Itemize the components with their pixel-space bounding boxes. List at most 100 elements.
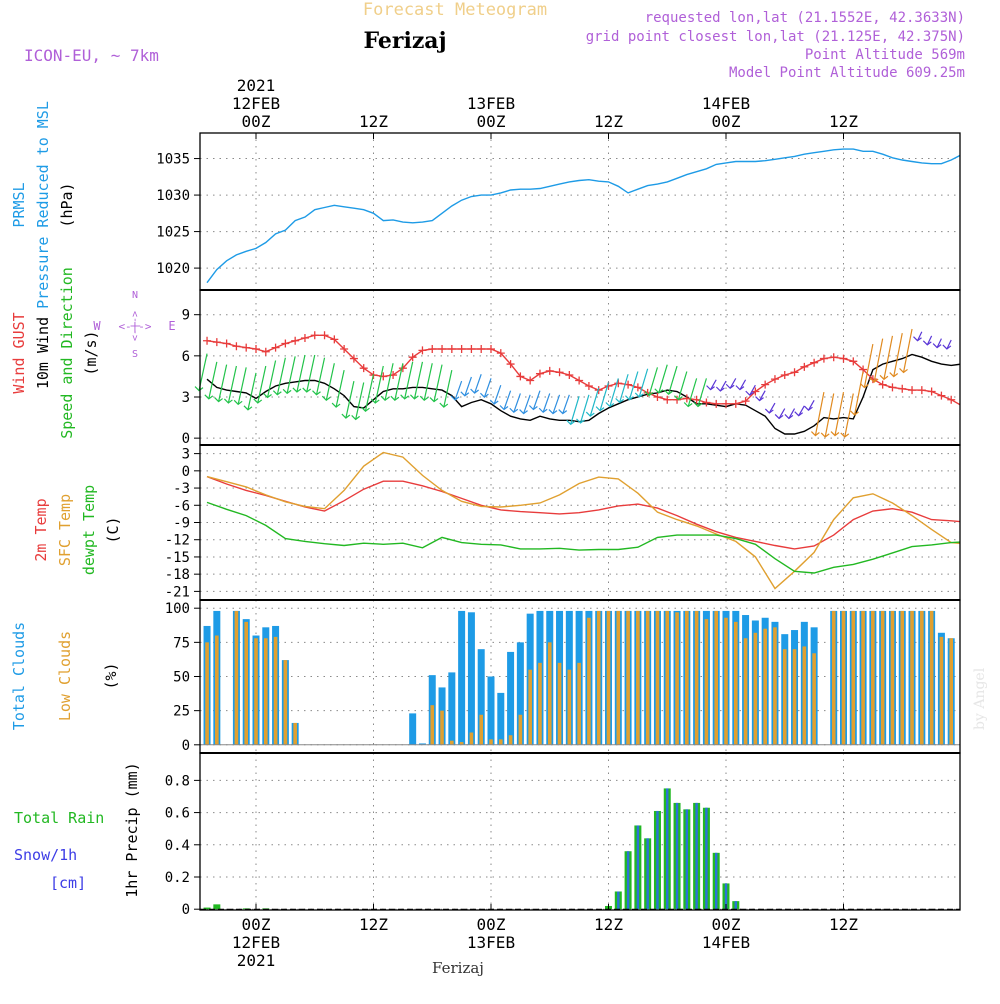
cloud-bar-low xyxy=(254,638,258,745)
time-tick-label-bottom: 12FEB xyxy=(232,933,280,952)
gust-marker xyxy=(310,331,319,340)
wind-arrow xyxy=(247,372,257,410)
series-line-sfc-temp xyxy=(206,451,960,590)
wind-arrow-head xyxy=(538,407,548,414)
cloud-bar-total xyxy=(497,692,505,745)
gust-marker xyxy=(291,336,300,345)
wind-arrow-head xyxy=(615,397,625,404)
y-tick-label: 1035 xyxy=(156,152,190,168)
wind-arrow-head xyxy=(715,386,725,392)
panel-frame xyxy=(199,752,961,911)
gust-marker xyxy=(927,387,936,396)
cloud-bar-low xyxy=(704,619,709,745)
wind-arrow xyxy=(542,393,551,413)
cloud-bar-low xyxy=(920,610,924,745)
wind-arrow-head xyxy=(764,408,774,414)
gust-marker xyxy=(633,383,642,392)
cloud-bar-low xyxy=(724,617,728,745)
wind-arrow xyxy=(345,380,355,419)
wind-arrow xyxy=(227,365,238,404)
gust-marker xyxy=(908,386,917,395)
gust-marker xyxy=(252,344,260,353)
cloud-bar-low xyxy=(939,636,944,745)
cloud-bar-low xyxy=(283,660,288,745)
gust-marker xyxy=(506,360,515,369)
compass-w: W xyxy=(93,319,101,333)
wind-arrow xyxy=(454,380,463,401)
compass-horizontal: <-|-> xyxy=(118,320,151,333)
wind-arrow xyxy=(562,394,570,414)
cloud-bar-low xyxy=(205,642,209,745)
wind-arrow-head xyxy=(576,418,585,424)
wind-arrow-head xyxy=(194,386,204,392)
wind-arrow-head xyxy=(735,385,745,391)
gust-marker xyxy=(917,386,926,395)
wind-arrow-head xyxy=(942,344,952,350)
wind-arrow xyxy=(798,405,805,416)
cloud-bar-low xyxy=(733,621,738,745)
cloud-bar-low xyxy=(782,649,787,745)
gust-marker xyxy=(330,335,339,344)
gust-marker xyxy=(947,395,956,404)
wind-arrow xyxy=(208,361,218,399)
requested-coords: requested lon,lat (21.1552E, 42.3633N) xyxy=(645,10,965,26)
wind-arrow-head xyxy=(499,405,509,411)
gust-marker xyxy=(487,344,495,353)
cloud-bar-low xyxy=(479,714,484,745)
gust-marker xyxy=(682,394,691,403)
cloud-bar-low xyxy=(949,638,954,745)
cloud-bar-low xyxy=(430,705,435,745)
panel-label-wind: Wind GUST xyxy=(10,312,28,393)
panel-label-temp: dewpt Temp xyxy=(80,485,98,575)
time-tick-label-top: 12Z xyxy=(829,112,858,131)
wind-arrow-head xyxy=(913,336,922,342)
panel-label-wind: 10m Wind xyxy=(34,317,52,389)
gust-marker xyxy=(526,376,535,385)
cloud-bar-low xyxy=(714,610,719,745)
cloud-bar-total xyxy=(409,713,417,745)
panel-label-pressure: PRMSL xyxy=(10,182,28,227)
cloud-bar-low xyxy=(557,662,562,745)
wind-arrow-head xyxy=(664,389,673,395)
wind-arrow xyxy=(778,408,786,419)
wind-arrow-head xyxy=(528,405,538,411)
cloud-bar-low xyxy=(753,632,758,745)
time-tick-label-bottom: 13FEB xyxy=(467,933,515,952)
time-tick-label-bottom: 00Z xyxy=(242,915,271,934)
wind-arrow-head xyxy=(272,390,282,396)
plot-area xyxy=(194,148,960,910)
gust-marker xyxy=(261,347,270,356)
cloud-bar-total xyxy=(477,649,485,745)
rain-bar xyxy=(213,904,221,910)
wind-arrow xyxy=(306,354,316,393)
gust-marker xyxy=(418,346,427,355)
wind-arrow xyxy=(807,400,815,411)
model-label: ICON-EU, ~ 7km xyxy=(24,46,159,65)
cloud-bar-low xyxy=(831,610,836,745)
cloud-bar-total xyxy=(458,610,466,745)
wind-arrow xyxy=(719,380,727,392)
cloud-bar-low xyxy=(244,621,249,745)
wind-arrow xyxy=(834,391,845,436)
gust-marker xyxy=(496,349,505,358)
gust-marker xyxy=(457,344,466,353)
series-line-2m-temp xyxy=(206,475,960,550)
snow-bar xyxy=(656,810,659,910)
gust-marker xyxy=(438,344,447,353)
y-tick-label: -18 xyxy=(165,567,190,583)
wind-arrow-head xyxy=(784,414,794,420)
gust-marker xyxy=(614,379,623,388)
wind-arrow xyxy=(739,379,747,390)
snow-bar xyxy=(675,802,679,910)
cloud-bar-low xyxy=(900,610,905,745)
cloud-bar-low xyxy=(685,610,689,745)
label-total-rain: Total Rain xyxy=(14,809,104,827)
snow-bar xyxy=(695,802,698,910)
gust-marker xyxy=(212,338,221,347)
time-tick-label-top: 12FEB xyxy=(232,94,280,113)
cloud-bar-low xyxy=(763,628,767,745)
panel-label-pressure: (hPa) xyxy=(58,182,76,227)
gust-marker xyxy=(516,372,525,381)
wind-arrow-head xyxy=(634,392,644,398)
